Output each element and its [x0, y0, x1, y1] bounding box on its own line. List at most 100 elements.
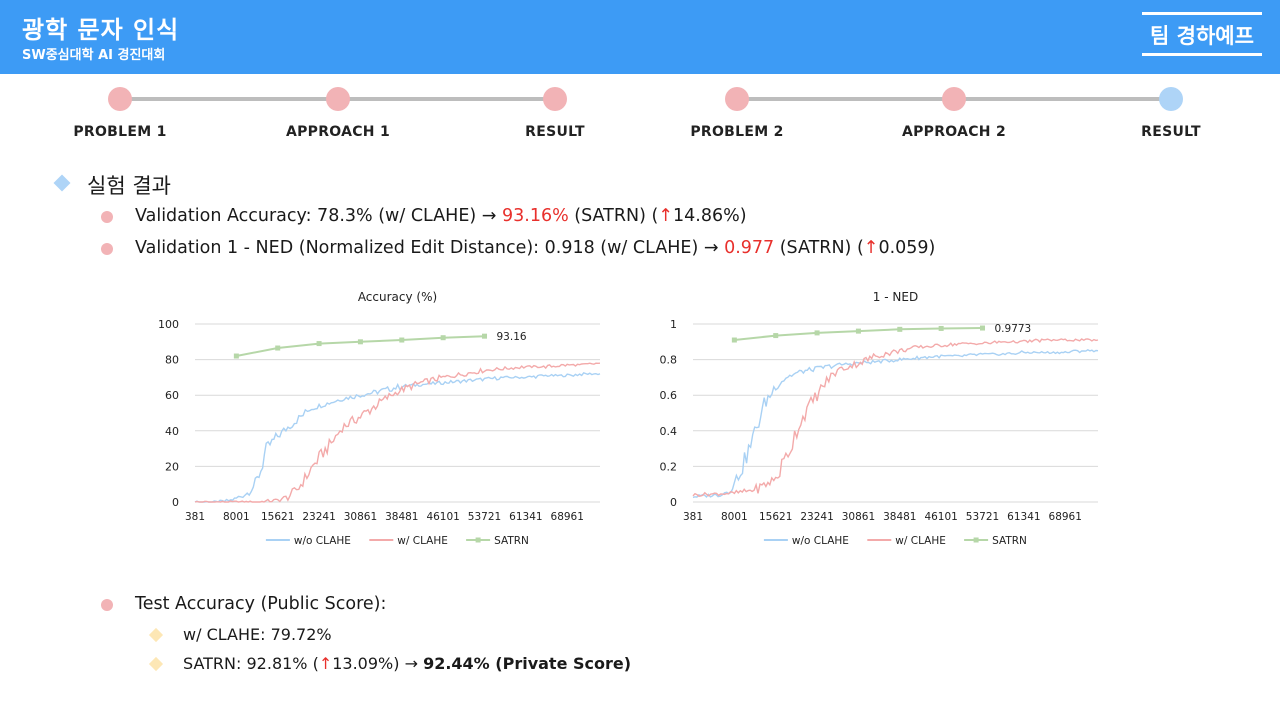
series-line: [692, 348, 1099, 499]
timeline-label-approach-2: APPROACH 2: [901, 124, 1007, 140]
series-line-satrn: [236, 335, 485, 357]
legend-label: w/o CLAHE: [792, 535, 849, 547]
team-bottom-line: [1142, 53, 1262, 56]
validation-ned-line: Validation 1 - NED (Normalized Edit Dist…: [135, 238, 935, 258]
x-tick-label: 68961: [1049, 511, 1082, 523]
team-name: 팀 경하예프: [1150, 24, 1254, 48]
y-tick-label: 100: [158, 318, 179, 331]
diamond-bullet-icon: [53, 174, 71, 192]
x-tick-label: 8001: [721, 511, 748, 523]
x-tick-label: 15621: [759, 511, 792, 523]
up-arrow-icon: ↑: [658, 206, 673, 226]
y-tick-label: 0.4: [660, 425, 678, 438]
legend-marker: [475, 537, 481, 543]
text-segment: SATRN: 92.81% (: [183, 654, 319, 673]
x-tick-label: 381: [683, 511, 703, 523]
legend-label: w/ CLAHE: [397, 535, 448, 547]
page-subtitle: SW중심대학 AI 경진대회: [22, 48, 166, 63]
legend-label: w/o CLAHE: [294, 535, 351, 547]
timeline-label-approach-1: APPROACH 1: [285, 124, 391, 140]
bullet-dot-icon: [101, 211, 113, 223]
accuracy-chart: Accuracy (%) 0 20 40 60 80 100 381 8001 15621 2324…: [158, 290, 601, 547]
x-tick-label: 15621: [261, 511, 294, 523]
x-tick-label: 30861: [842, 511, 875, 523]
data-point-marker: [357, 339, 363, 345]
test-satrn-line: SATRN: 92.81% (↑13.09%) → 92.44% (Privat…: [183, 654, 631, 673]
ned-chart: 1 - NED 0 0.2 0.4 0.6 0.8 1 381 8001 15621 23241 30…: [660, 290, 1099, 547]
y-tick-label: 0.2: [660, 460, 678, 473]
text-segment: (SATRN) (: [568, 206, 659, 226]
text-segment: 0.059): [878, 238, 936, 258]
data-point-marker: [233, 353, 239, 359]
series-line: [194, 371, 601, 503]
timeline-dot-approach-1[interactable]: [326, 87, 350, 111]
page-title: 광학 문자 인식: [22, 16, 180, 44]
x-tick-label: 23241: [302, 511, 335, 523]
legend-label: SATRN: [992, 535, 1027, 547]
timeline-dot-result-1[interactable]: [543, 87, 567, 111]
x-tick-label: 381: [185, 511, 205, 523]
data-label: 0.9773: [995, 323, 1032, 335]
data-point-marker: [773, 333, 779, 339]
y-tick-label: 20: [165, 460, 179, 473]
timeline-dot-approach-2[interactable]: [942, 87, 966, 111]
legend-label: w/ CLAHE: [895, 535, 946, 547]
highlight-value: 0.977: [724, 238, 775, 258]
x-tick-label: 38481: [385, 511, 418, 523]
bullet-dot-icon: [101, 599, 113, 611]
chart-title: 1 - NED: [873, 290, 918, 304]
up-arrow-icon: ↑: [318, 654, 333, 673]
data-point-marker: [897, 326, 903, 332]
data-point-marker: [275, 345, 281, 351]
text-segment: Validation 1 - NED (Normalized Edit Dist…: [135, 238, 725, 258]
x-tick-label: 38481: [883, 511, 916, 523]
bullet-dot-icon: [101, 243, 113, 255]
data-point-marker: [855, 328, 861, 334]
y-tick-label: 40: [165, 425, 179, 438]
x-tick-label: 61341: [1007, 511, 1040, 523]
y-tick-label: 0: [670, 496, 677, 509]
validation-accuracy-line: Validation Accuracy: 78.3% (w/ CLAHE) → …: [135, 206, 747, 226]
text-segment: 14.86%): [673, 206, 747, 226]
data-point-marker: [399, 337, 405, 343]
data-label: 93.16: [497, 331, 527, 343]
data-point-marker: [938, 325, 944, 331]
diamond-bullet-icon: [148, 627, 164, 643]
data-point-marker: [316, 341, 322, 347]
section-title: 실험 결과: [87, 174, 171, 198]
data-point-marker: [980, 325, 986, 331]
y-tick-label: 0: [172, 496, 179, 509]
chart-title: Accuracy (%): [358, 290, 437, 304]
x-tick-label: 46101: [924, 511, 957, 523]
series-line: [194, 362, 601, 503]
legend-marker: [973, 537, 979, 543]
timeline-dot-result-2[interactable]: [1159, 87, 1183, 111]
x-tick-label: 46101: [426, 511, 459, 523]
timeline-dot-problem-2[interactable]: [725, 87, 749, 111]
test-clahe-line: w/ CLAHE: 79.72%: [183, 625, 332, 644]
timeline-label-problem-2: PROBLEM 2: [690, 124, 784, 140]
x-tick-label: 8001: [223, 511, 250, 523]
timeline-label-result-2: RESULT: [1141, 124, 1201, 140]
text-segment: 13.09%) →: [332, 654, 424, 673]
data-point-marker: [482, 333, 488, 339]
y-tick-label: 80: [165, 354, 179, 367]
x-tick-label: 23241: [800, 511, 833, 523]
data-point-marker: [440, 335, 446, 341]
timeline-dot-problem-1[interactable]: [108, 87, 132, 111]
diamond-bullet-icon: [148, 656, 164, 672]
team-top-line: [1142, 12, 1262, 15]
y-tick-label: 1: [670, 318, 677, 331]
text-segment: Validation Accuracy: 78.3% (w/ CLAHE) →: [135, 206, 502, 226]
data-point-marker: [814, 330, 820, 336]
test-accuracy-title: Test Accuracy (Public Score):: [135, 594, 387, 614]
header-bar: 광학 문자 인식 SW중심대학 AI 경진대회 팀 경하예프: [0, 0, 1280, 74]
x-tick-label: 53721: [966, 511, 999, 523]
highlight-value: 93.16%: [502, 206, 569, 226]
x-tick-label: 68961: [551, 511, 584, 523]
x-tick-label: 53721: [468, 511, 501, 523]
y-tick-label: 0.8: [660, 354, 678, 367]
y-tick-label: 0.6: [660, 389, 678, 402]
series-line: [692, 338, 1099, 497]
x-tick-label: 61341: [509, 511, 542, 523]
